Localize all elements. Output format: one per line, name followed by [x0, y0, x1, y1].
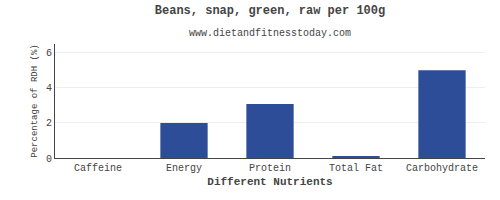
- svg-text:Protein: Protein: [249, 163, 291, 174]
- svg-text:Percentage of RDH (%): Percentage of RDH (%): [30, 44, 40, 157]
- svg-text:2: 2: [46, 118, 52, 129]
- svg-text:Different Nutrients: Different Nutrients: [207, 176, 332, 188]
- svg-text:Total Fat: Total Fat: [329, 163, 383, 174]
- svg-text:6: 6: [46, 48, 52, 59]
- svg-text:0: 0: [46, 154, 52, 165]
- svg-text:www.dietandfitnesstoday.com: www.dietandfitnesstoday.com: [189, 28, 351, 39]
- svg-text:Carbohydrate: Carbohydrate: [406, 163, 478, 174]
- svg-text:Energy: Energy: [166, 163, 202, 174]
- svg-text:Caffeine: Caffeine: [74, 163, 122, 174]
- svg-text:Beans, snap, green, raw per 10: Beans, snap, green, raw per 100g: [155, 4, 385, 18]
- svg-text:4: 4: [46, 83, 52, 94]
